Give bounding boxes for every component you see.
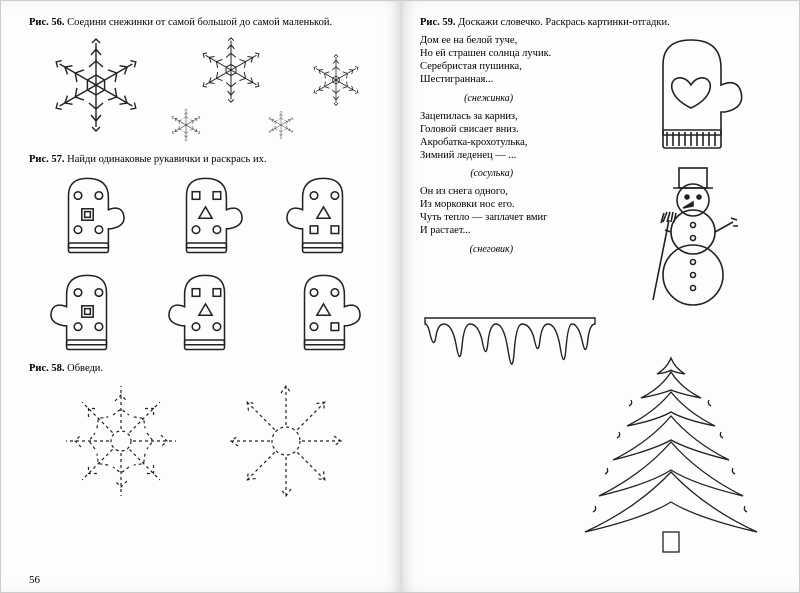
fig58-trace (29, 376, 382, 506)
fig56-text: Соедини снежинки от самой большой до сам… (67, 17, 332, 28)
mitten-1 (40, 167, 135, 262)
riddle3-answer: (снеговик) (420, 244, 613, 255)
mitten-6 (276, 264, 371, 359)
caption-fig57: Рис. 57. Найди одинаковые рукавички и ра… (29, 154, 382, 165)
mitten-row-2 (29, 264, 382, 359)
riddle2-l4: Зимний леденец — ... (420, 149, 613, 162)
riddle3-l3: Чуть тепло — заплачет вмиг (420, 211, 613, 224)
fig57-text: Найди одинаковые рукавички и раскрась их… (67, 154, 266, 165)
riddle-3: Он из снега одного, Из морковки нос его.… (420, 185, 613, 238)
riddle2-l3: Акробатка-крохотулька, (420, 136, 613, 149)
riddle3-l4: И растает... (420, 224, 613, 237)
fig59-label: Рис. 59. (420, 17, 456, 28)
mitten-4 (40, 264, 135, 359)
fig58-label: Рис. 58. (29, 363, 65, 374)
riddle1-l2: Но ей страшен солнца лучик. (420, 47, 613, 60)
book-spread: Рис. 56. Соедини снежинки от самой больш… (0, 0, 800, 593)
caption-fig56: Рис. 56. Соедини снежинки от самой больш… (29, 17, 382, 28)
fig56-label: Рис. 56. (29, 17, 65, 28)
snowflakes-svg (41, 30, 371, 150)
mitten-snowman (613, 30, 763, 310)
caption-fig59: Рис. 59. Доскажи словечко. Раскрась карт… (420, 17, 771, 28)
trace-snowflakes (41, 376, 371, 506)
page-right: Рис. 59. Доскажи словечко. Раскрась карт… (400, 1, 799, 592)
riddles-text: Дом ее на белой туче, Но ей страшен солн… (420, 30, 613, 310)
riddle2-l2: Головой свисает вниз. (420, 123, 613, 136)
mitten-5 (158, 264, 253, 359)
riddle-2: Зацепилась за карниз, Головой свисает вн… (420, 110, 613, 163)
riddle1-l4: Шестигранная... (420, 73, 613, 86)
mitten-2 (158, 167, 253, 262)
riddle2-l1: Зацепилась за карниз, (420, 110, 613, 123)
fig59-text: Доскажи словечко. Раскрась картинки-отга… (458, 17, 670, 28)
caption-fig58: Рис. 58. Обведи. (29, 363, 382, 374)
riddle1-l1: Дом ее на белой туче, (420, 34, 613, 47)
riddle3-l1: Он из снега одного, (420, 185, 613, 198)
riddles-block: Дом ее на белой туче, Но ей страшен солн… (420, 30, 771, 310)
riddles-images (613, 30, 771, 310)
mitten-row-1 (29, 167, 382, 262)
riddle3-l2: Из морковки нос его. (420, 198, 613, 211)
riddle1-answer: (снежинка) (420, 93, 613, 104)
fir-tree-wrap (420, 350, 771, 560)
riddle1-l3: Серебристая пушинка, (420, 60, 613, 73)
fig58-text: Обведи. (67, 363, 103, 374)
fig56-snowflakes (29, 30, 382, 150)
mitten-3 (276, 167, 371, 262)
fig57-label: Рис. 57. (29, 154, 65, 165)
riddle-1: Дом ее на белой туче, Но ей страшен солн… (420, 34, 613, 87)
page-left: Рис. 56. Соедини снежинки от самой больш… (1, 1, 400, 592)
page-number-left: 56 (29, 574, 40, 586)
fir-tree (571, 350, 771, 560)
riddle2-answer: (сосулька) (420, 168, 613, 179)
